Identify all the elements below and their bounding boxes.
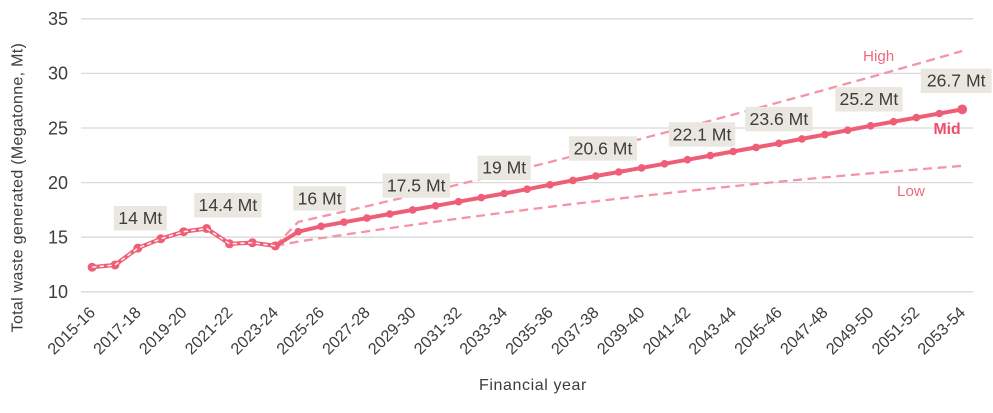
svg-text:Total waste generated (Megaton: Total waste generated (Megatonne, Mt)	[9, 43, 26, 332]
svg-text:15: 15	[48, 228, 68, 248]
svg-text:20: 20	[48, 173, 68, 193]
svg-text:10: 10	[48, 282, 68, 302]
svg-text:26.7 Mt: 26.7 Mt	[927, 71, 986, 91]
svg-text:High: High	[863, 48, 894, 65]
svg-text:19 Mt: 19 Mt	[482, 158, 526, 178]
svg-text:14.4 Mt: 14.4 Mt	[199, 195, 258, 215]
svg-text:25: 25	[48, 118, 68, 138]
svg-text:30: 30	[48, 64, 68, 84]
svg-text:20.6 Mt: 20.6 Mt	[574, 138, 633, 158]
svg-text:35: 35	[48, 9, 68, 29]
svg-text:22.1 Mt: 22.1 Mt	[673, 124, 732, 144]
svg-text:14 Mt: 14 Mt	[118, 208, 162, 228]
svg-text:25.2 Mt: 25.2 Mt	[840, 89, 899, 109]
svg-text:Financial year: Financial year	[479, 377, 587, 394]
svg-text:Mid: Mid	[934, 121, 961, 138]
svg-text:Low: Low	[897, 183, 925, 200]
svg-text:23.6 Mt: 23.6 Mt	[750, 109, 809, 129]
svg-text:16 Mt: 16 Mt	[298, 188, 342, 208]
svg-text:17.5 Mt: 17.5 Mt	[387, 176, 446, 196]
